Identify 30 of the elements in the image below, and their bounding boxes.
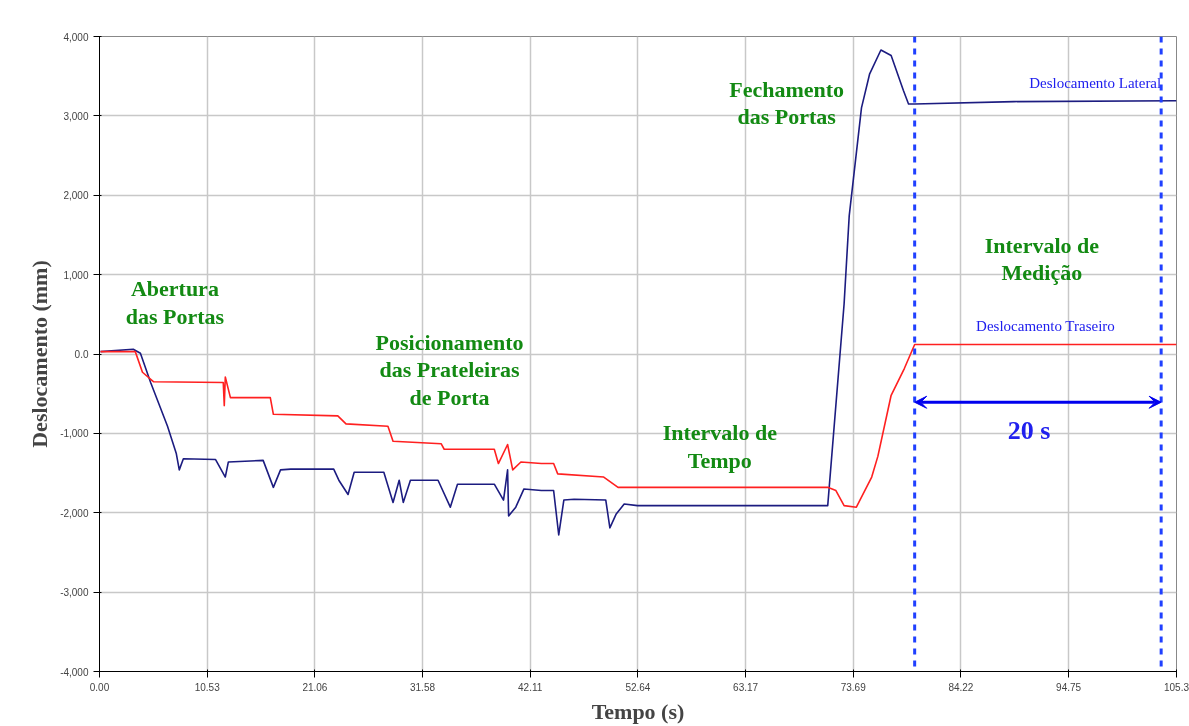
x-tick-label: 52.64 [625, 681, 651, 693]
y-tick-label: -3,000 [60, 587, 89, 599]
series-label: Deslocamento Lateral [1029, 74, 1162, 91]
x-tick-label: 21.06 [302, 681, 328, 693]
y-tick-label: -1,000 [60, 428, 89, 440]
y-tick-label: 4,000 [63, 31, 89, 43]
y-tick-label: 3,000 [63, 110, 89, 122]
y-axis-title: Deslocamento (mm) [27, 260, 53, 448]
y-tick-label: -2,000 [60, 507, 89, 519]
y-tick-label: 0.0 [74, 349, 89, 360]
x-tick-label: 63.17 [733, 681, 759, 693]
x-tick-label: 105.3 [1163, 681, 1189, 693]
x-tick-label: 10.53 [194, 681, 221, 693]
x-tick-label: 84.22 [948, 681, 974, 693]
y-tick-label: 1,000 [63, 269, 89, 281]
annotation: Intervalo de Medição [984, 232, 1100, 285]
annotation: Abertura das Portas [125, 276, 225, 329]
x-axis-title: Tempo (s) [591, 698, 685, 724]
annotation: Intervalo de Tempo [662, 420, 778, 473]
x-tick-label: 31.58 [409, 681, 436, 693]
x-tick-label: 73.69 [840, 681, 867, 693]
annotation: Posicionamento das Prateleiras de Porta [375, 329, 524, 410]
x-tick-label: 0.00 [89, 681, 110, 693]
annotation: Fechamento das Portas [729, 76, 845, 130]
x-tick-label: 94.75 [1056, 681, 1082, 693]
y-tick-label: -4,000 [60, 666, 89, 678]
x-tick-label: 42.11 [518, 681, 543, 693]
annotation: 20 s [1007, 416, 1051, 446]
series-label: Deslocamento Traseiro [976, 318, 1115, 335]
y-tick-label: 2,000 [63, 190, 89, 202]
